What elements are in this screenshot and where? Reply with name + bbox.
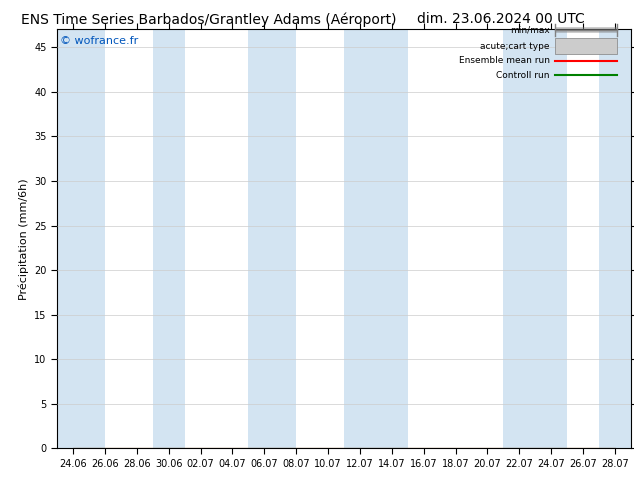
Bar <box>57 29 105 448</box>
Bar <box>599 29 631 448</box>
Text: ENS Time Series Barbados/Grantley Adams (Aéroport): ENS Time Series Barbados/Grantley Adams … <box>22 12 397 27</box>
Bar <box>153 29 184 448</box>
Y-axis label: Précipitation (mm/6h): Précipitation (mm/6h) <box>18 178 29 300</box>
Text: © wofrance.fr: © wofrance.fr <box>60 36 138 46</box>
Text: dim. 23.06.2024 00 UTC: dim. 23.06.2024 00 UTC <box>417 12 585 26</box>
Text: min/max: min/max <box>510 25 550 35</box>
Text: acute;cart type: acute;cart type <box>481 42 550 50</box>
Bar <box>503 29 567 448</box>
Bar <box>344 29 408 448</box>
Text: Controll run: Controll run <box>496 71 550 80</box>
Bar <box>249 29 296 448</box>
Text: Ensemble mean run: Ensemble mean run <box>459 56 550 65</box>
